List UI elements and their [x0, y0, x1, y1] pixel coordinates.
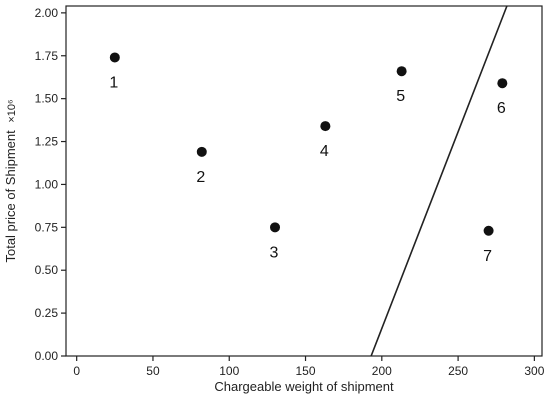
x-tick-label: 250 — [448, 364, 468, 378]
y-tick-label: 0.25 — [35, 306, 59, 320]
data-point — [320, 121, 331, 132]
data-point-label: 6 — [497, 100, 506, 117]
y-tick-label: 0.75 — [35, 220, 59, 234]
data-point-label: 2 — [196, 169, 205, 186]
data-point-label: 3 — [270, 244, 279, 261]
data-point — [483, 225, 494, 236]
y-tick-label: 0.50 — [35, 263, 59, 277]
plot-content: 1 2 3 4 5 6 7 — [109, 5, 508, 357]
x-tick-label: 200 — [372, 364, 392, 378]
x-axis: 0 50 100 150 200 250 300 — [73, 356, 545, 378]
y-tick-label: 2.00 — [35, 6, 59, 20]
x-tick-label: 0 — [73, 364, 80, 378]
y-axis: 0.00 0.25 0.50 0.75 1.00 1.25 1.50 1.75 2.00 — [35, 6, 66, 363]
y-axis-title-text: Total price of Shipment — [3, 130, 18, 263]
x-tick-label: 100 — [219, 364, 239, 378]
data-point-label: 1 — [109, 74, 118, 91]
data-point-label: 5 — [396, 88, 405, 105]
data-point-label: 7 — [483, 248, 492, 265]
y-tick-label: 1.75 — [35, 49, 59, 63]
data-point — [396, 66, 407, 77]
y-tick-label: 1.00 — [35, 177, 59, 191]
y-tick-label: 1.50 — [35, 92, 59, 106]
y-axis-title: Total price of Shipment ×10⁶ — [3, 99, 18, 262]
data-point — [497, 78, 508, 89]
decision-line — [370, 5, 508, 357]
x-tick-label: 300 — [524, 364, 544, 378]
data-point — [270, 222, 281, 233]
x-tick-label: 150 — [296, 364, 316, 378]
plot-frame — [65, 5, 543, 357]
x-axis-title: Chargeable weight of shipment — [214, 379, 394, 394]
x-tick-label: 50 — [146, 364, 160, 378]
y-tick-label: 1.25 — [35, 135, 59, 149]
data-point — [109, 52, 120, 63]
y-tick-label: 0.00 — [35, 349, 59, 363]
data-point — [196, 146, 207, 157]
y-axis-multiplier: ×10⁶ — [6, 99, 18, 122]
data-point-label: 4 — [320, 143, 329, 160]
